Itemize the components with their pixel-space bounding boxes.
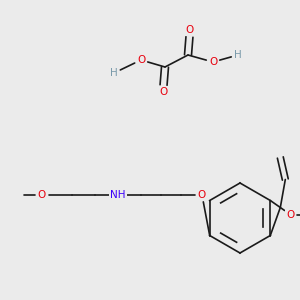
Text: O: O — [38, 190, 46, 200]
Text: O: O — [137, 55, 145, 65]
Text: O: O — [286, 209, 294, 220]
Text: O: O — [209, 57, 217, 67]
Text: O: O — [198, 190, 206, 200]
Text: O: O — [159, 87, 167, 97]
Text: O: O — [186, 25, 194, 35]
Text: H: H — [110, 68, 118, 78]
Text: H: H — [234, 50, 242, 60]
Text: NH: NH — [110, 190, 126, 200]
